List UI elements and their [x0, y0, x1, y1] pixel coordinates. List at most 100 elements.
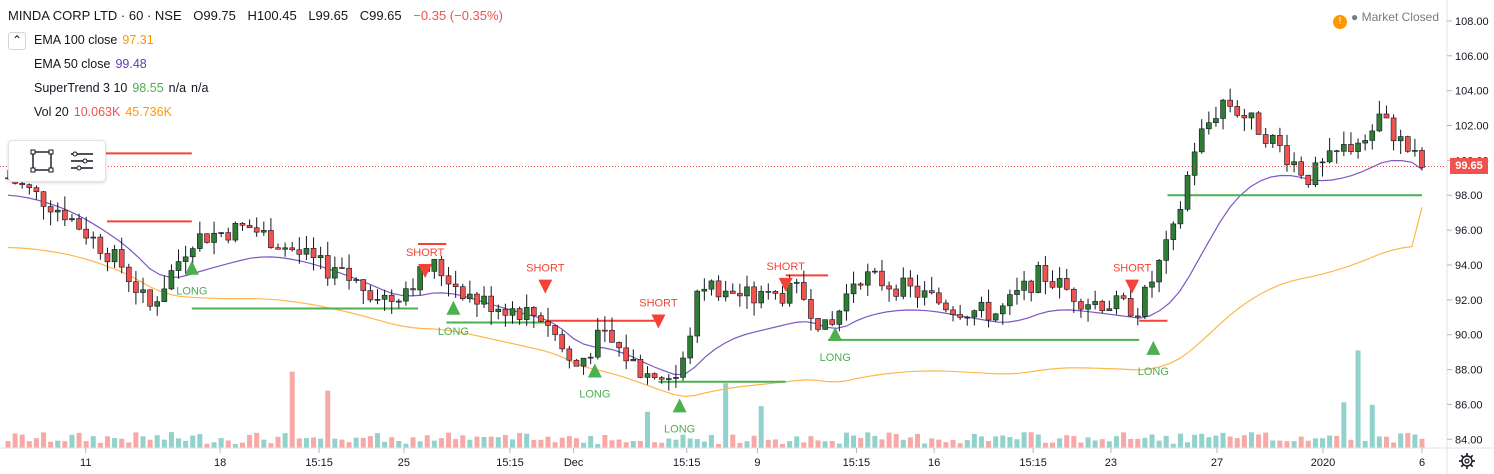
- volume-bar: [55, 440, 61, 448]
- candle-body: [559, 334, 566, 350]
- candle: [346, 254, 352, 290]
- candle: [62, 196, 68, 227]
- volume-bar: [1298, 436, 1304, 448]
- candle: [822, 319, 828, 330]
- candle-body: [1049, 281, 1056, 288]
- volume-value: 10.063K: [73, 105, 121, 119]
- candle-body: [1412, 150, 1418, 152]
- candle: [1348, 132, 1354, 155]
- candle: [381, 289, 388, 311]
- volume-bar: [126, 442, 132, 448]
- collapse-legend-button[interactable]: ⌃: [8, 32, 26, 50]
- candle: [47, 200, 54, 226]
- candle-body: [1248, 112, 1255, 119]
- candle-body: [552, 325, 558, 335]
- candle-body: [410, 288, 416, 291]
- candle: [33, 185, 40, 200]
- volume-bar: [815, 440, 821, 448]
- volume-bar: [595, 443, 601, 448]
- volume-bar: [1071, 435, 1077, 448]
- candle-body: [296, 249, 303, 255]
- ema50-legend[interactable]: EMA 50 close 99.48: [34, 57, 147, 71]
- volume-bar: [261, 439, 267, 448]
- time-tick-label: Dec: [564, 457, 584, 469]
- candle: [1227, 88, 1233, 113]
- volume-bar: [1185, 442, 1191, 448]
- candle: [879, 260, 885, 291]
- candle: [133, 271, 139, 305]
- volume-legend[interactable]: Vol 20 10.063K 45.736K: [34, 105, 172, 119]
- candle: [801, 270, 807, 301]
- candle-body: [1312, 162, 1319, 185]
- candle: [1333, 149, 1340, 164]
- candle-body: [1319, 161, 1326, 164]
- candle: [1042, 256, 1049, 295]
- volume-bar: [1199, 433, 1205, 448]
- volume-bar: [1362, 441, 1368, 448]
- volume-bar: [147, 439, 153, 448]
- candle: [715, 275, 722, 301]
- volume-bar: [204, 443, 210, 448]
- time-tick-label: 9: [754, 457, 760, 469]
- candle-body: [1099, 301, 1106, 312]
- candle-body: [1149, 281, 1155, 288]
- market-status[interactable]: ! ● Market Closed: [1333, 10, 1439, 29]
- volume-bar: [161, 439, 167, 448]
- candle-body: [303, 248, 310, 255]
- long-label: LONG: [664, 423, 695, 435]
- volume-bar: [630, 441, 636, 448]
- volume-bar: [581, 442, 587, 448]
- candle-body: [1227, 99, 1233, 107]
- long-signal: LONG: [438, 300, 469, 338]
- candle-body: [317, 255, 324, 259]
- candle-body: [1007, 294, 1013, 307]
- volume-bar: [588, 435, 594, 448]
- candle: [637, 354, 644, 379]
- long-arrow-icon: [1146, 340, 1161, 355]
- candle: [907, 270, 914, 298]
- candle: [1021, 270, 1027, 301]
- candle-body: [438, 259, 445, 277]
- candle: [1419, 147, 1425, 171]
- volume-bar: [1050, 442, 1056, 448]
- candle-body: [1127, 298, 1134, 317]
- gear-icon[interactable]: [1458, 452, 1476, 470]
- candle-body: [324, 255, 331, 279]
- supertrend-legend[interactable]: SuperTrend 3 10 98.55 n/a n/a: [34, 81, 208, 95]
- candle-body: [310, 248, 317, 259]
- candle: [1390, 114, 1397, 151]
- candle-body: [850, 283, 857, 295]
- volume-bar: [382, 441, 388, 448]
- volume-bar: [609, 440, 615, 448]
- candle: [836, 309, 843, 332]
- candle-body: [815, 318, 821, 330]
- volume-bar: [275, 436, 281, 448]
- rectangle-select-icon[interactable]: [27, 146, 57, 176]
- candle: [125, 263, 132, 293]
- volume-bar: [1291, 441, 1297, 448]
- candle: [111, 244, 118, 268]
- candle-body: [566, 348, 573, 361]
- candle-body: [175, 261, 182, 271]
- volume-bar: [929, 438, 935, 448]
- price-tick-label: 94.00: [1455, 260, 1483, 272]
- candle: [1206, 111, 1212, 135]
- candle: [1255, 111, 1262, 135]
- candle: [197, 221, 203, 252]
- candle-body: [587, 356, 594, 359]
- candle: [90, 231, 97, 249]
- candle: [1241, 108, 1248, 132]
- time-tick-label: 23: [1105, 457, 1117, 469]
- volume-bar: [1106, 441, 1112, 448]
- time-tick-label: 15:15: [673, 457, 701, 469]
- volume-bar: [1035, 434, 1041, 448]
- candle-body: [204, 233, 210, 243]
- ema100-legend[interactable]: EMA 100 close 97.31: [34, 33, 154, 47]
- symbol-title[interactable]: MINDA CORP LTD · 60 · NSE: [8, 8, 182, 23]
- object-tree-icon[interactable]: [67, 146, 97, 176]
- volume-bar: [1305, 440, 1311, 448]
- candle-body: [616, 342, 622, 349]
- candle-body: [808, 299, 814, 319]
- volume-bar: [1042, 442, 1048, 448]
